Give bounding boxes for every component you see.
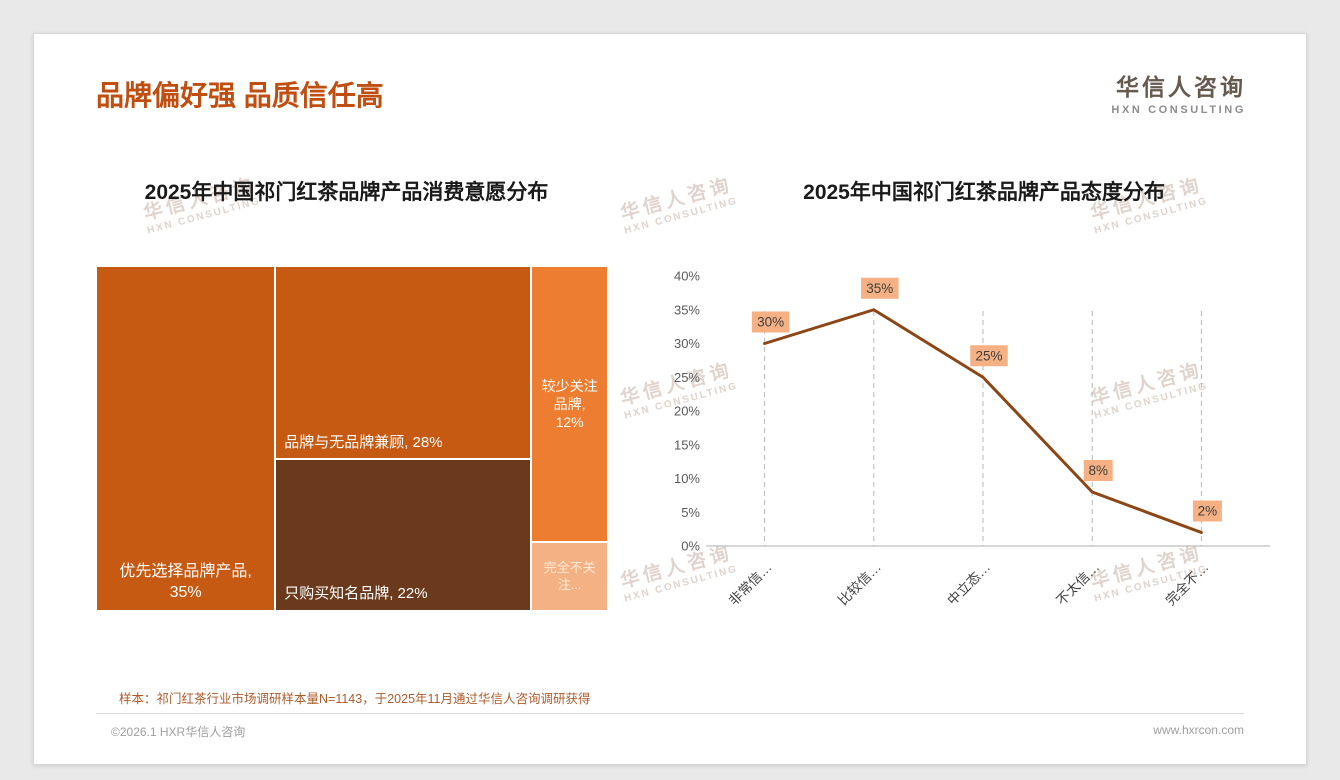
line-chart: 0% 5% 10% 15% 20% 25% 30% 35% 40% 30% 35% 25% 8% 2% 非常… bbox=[674, 269, 1270, 609]
y-axis-tick-label: 10% bbox=[674, 471, 700, 486]
report-slide: 华信人咨询 HXN CONSULTING 华信人咨询 HXN CONSULTING 华信… bbox=[33, 33, 1307, 765]
treemap-node-label: 优先选择品牌产品, 35% bbox=[119, 563, 252, 602]
y-axis-tick-label: 15% bbox=[674, 437, 700, 452]
y-axis-tick-label: 35% bbox=[674, 302, 700, 317]
treemap-node: 较少关注品牌, 12% bbox=[531, 266, 608, 542]
data-label-box bbox=[751, 311, 790, 333]
treemap-node: 只购买知名品牌, 22% bbox=[275, 459, 532, 611]
x-axis-category-label: 完全不… bbox=[1162, 559, 1211, 608]
y-axis-tick-label: 5% bbox=[681, 505, 700, 520]
data-label-box bbox=[1192, 500, 1222, 522]
treemap-node: 优先选择品牌产品, 35% bbox=[96, 266, 276, 611]
data-label-box bbox=[861, 277, 899, 299]
data-label: 25% bbox=[975, 348, 1002, 363]
x-axis-category-label: 中立态… bbox=[944, 560, 993, 609]
y-axis-tick-label: 0% bbox=[681, 539, 700, 554]
y-axis-tick-label: 40% bbox=[674, 269, 700, 284]
y-axis-tick-label: 25% bbox=[674, 370, 700, 385]
page-title: 品牌偏好强 品质信任高 bbox=[96, 80, 384, 111]
treemap-node-label: 完全不关注... bbox=[543, 559, 596, 592]
line-chart-title: 2025年中国祁门红茶品牌产品态度分布 bbox=[803, 181, 1165, 204]
x-axis-category-label: 非常信… bbox=[726, 560, 775, 609]
data-label: 35% bbox=[866, 281, 893, 296]
logo: 华信人咨询 HXN CONSULTING bbox=[1111, 68, 1246, 116]
treemap-node: 品牌与无品牌兼顾, 28% bbox=[275, 266, 532, 460]
website-text: www.hxrcon.com bbox=[1153, 723, 1244, 737]
data-label: 8% bbox=[1088, 463, 1108, 478]
sample-note: 样本：祁门红茶行业市场调研样本量N=1143，于2025年11月通过华信人咨询调… bbox=[119, 692, 591, 706]
logo-cn-text: 华信人咨询 bbox=[1116, 74, 1246, 100]
treemap-node: 完全不关注... bbox=[531, 542, 608, 611]
treemap-node-label: 只购买知名品牌, 22% bbox=[284, 585, 428, 603]
data-label-box bbox=[1083, 460, 1113, 481]
y-axis-tick-label: 30% bbox=[674, 336, 700, 351]
logo-en-text: HXN CONSULTING bbox=[1111, 104, 1246, 116]
treemap-node-label: 较少关注品牌, 12% bbox=[541, 377, 598, 431]
treemap-node-label: 品牌与无品牌兼顾, 28% bbox=[284, 433, 443, 451]
y-axis-tick-label: 20% bbox=[674, 404, 700, 419]
data-line bbox=[763, 308, 1203, 534]
data-label-box bbox=[970, 345, 1008, 367]
treemap-chart: 优先选择品牌产品, 35% 品牌与无品牌兼顾, 28% 只购买知名品牌, 22% 较少… bbox=[96, 266, 608, 611]
footer-divider bbox=[96, 713, 1244, 714]
x-axis-category-label: 比较信… bbox=[835, 560, 884, 609]
copyright-text: ©2026.1 HXR华信人咨询 bbox=[111, 725, 246, 739]
x-axis-category-label: 不太信… bbox=[1054, 560, 1103, 609]
data-label: 2% bbox=[1198, 504, 1218, 519]
treemap-chart-title: 2025年中国祁门红茶品牌产品消费意愿分布 bbox=[144, 181, 549, 204]
data-label: 30% bbox=[757, 315, 784, 330]
